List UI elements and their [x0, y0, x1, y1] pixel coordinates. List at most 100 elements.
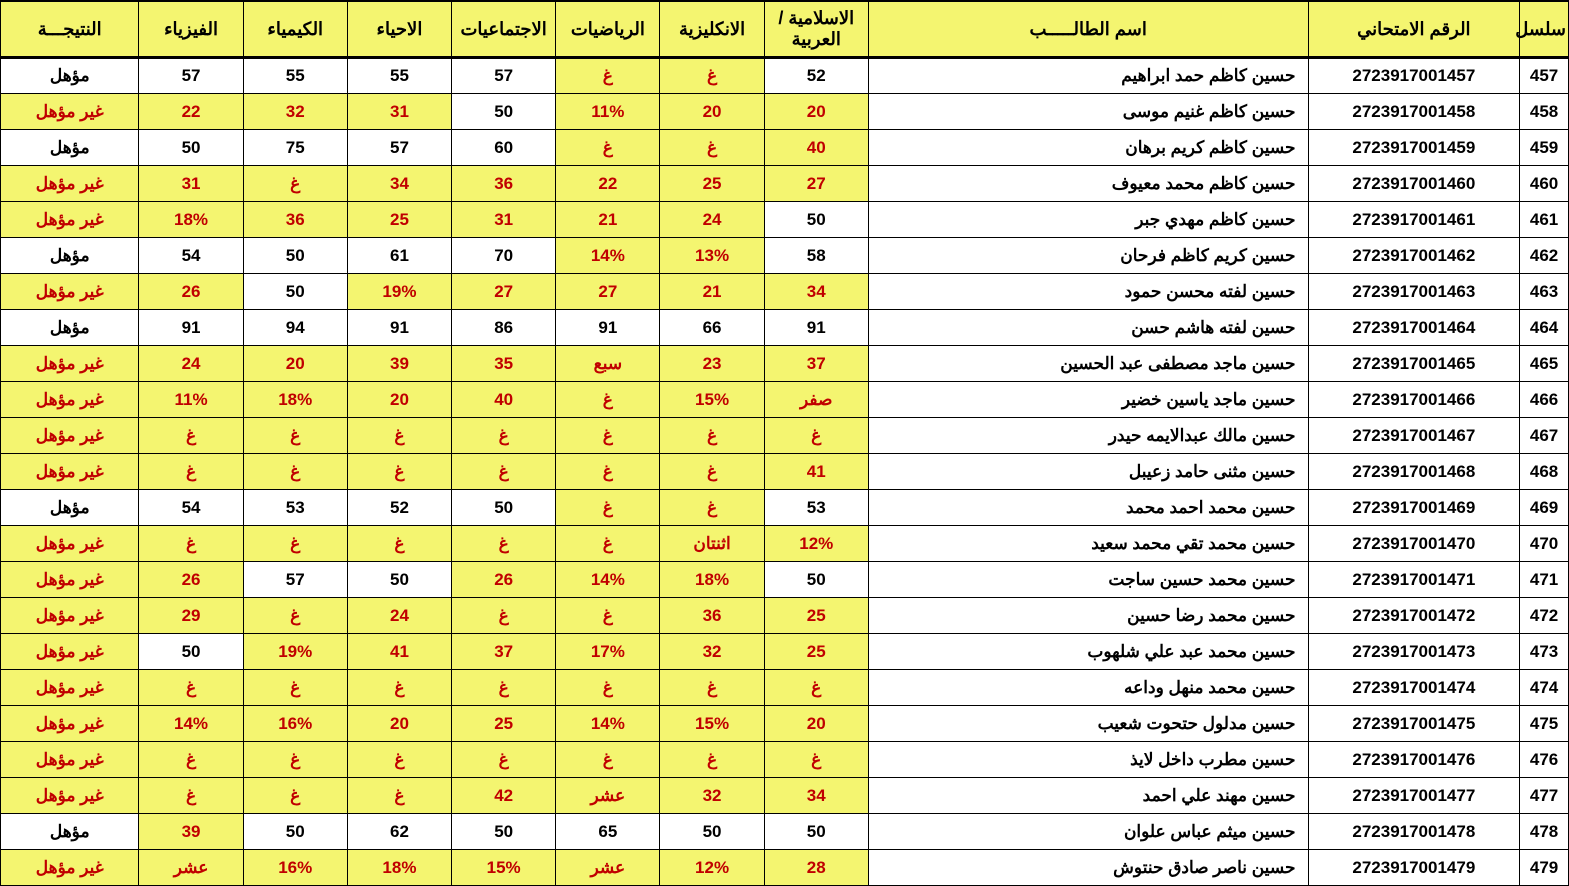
cell-score: 12%	[764, 526, 868, 562]
cell-result: غير مؤهل	[1, 274, 139, 310]
results-body: 4572723917001457حسين كاظم حمد ابراهيم52غ…	[1, 58, 1569, 886]
cell-result: مؤهل	[1, 490, 139, 526]
cell-score: 16%	[243, 706, 347, 742]
cell-score: 24	[660, 202, 764, 238]
cell-result: غير مؤهل	[1, 526, 139, 562]
cell-score: غ	[764, 742, 868, 778]
cell-score: 54	[139, 238, 243, 274]
cell-score: 26	[139, 274, 243, 310]
cell-result: غير مؤهل	[1, 562, 139, 598]
cell-score: 11%	[556, 94, 660, 130]
cell-score: غ	[556, 670, 660, 706]
cell-score: 11%	[139, 382, 243, 418]
cell-seq: 457	[1520, 58, 1569, 94]
cell-result: غير مؤهل	[1, 706, 139, 742]
cell-result: غير مؤهل	[1, 346, 139, 382]
cell-score: 55	[347, 58, 451, 94]
cell-score: 65	[556, 814, 660, 850]
table-row: 4792723917001479حسين ناصر صادق حنتوش2812…	[1, 850, 1569, 886]
cell-seq: 472	[1520, 598, 1569, 634]
cell-score: غ	[347, 454, 451, 490]
cell-score: 21	[556, 202, 660, 238]
cell-seq: 474	[1520, 670, 1569, 706]
cell-exam-no: 2723917001470	[1308, 526, 1520, 562]
cell-score: غ	[139, 742, 243, 778]
cell-exam-no: 2723917001477	[1308, 778, 1520, 814]
cell-score: 34	[764, 274, 868, 310]
cell-score: اثنتان	[660, 526, 764, 562]
results-table: سلسل الرقم الامتحاني اسم الطالـــــب الا…	[0, 0, 1569, 886]
cell-score: غ	[556, 742, 660, 778]
table-row: 4712723917001471حسين محمد حسين ساجت5018%…	[1, 562, 1569, 598]
cell-score: 39	[139, 814, 243, 850]
cell-score: 18%	[139, 202, 243, 238]
cell-seq: 471	[1520, 562, 1569, 598]
cell-student-name: حسين محمد منهل وداعه	[868, 670, 1308, 706]
cell-score: غ	[347, 742, 451, 778]
cell-score: 37	[764, 346, 868, 382]
cell-score: 75	[243, 130, 347, 166]
cell-score: 91	[347, 310, 451, 346]
cell-score: غ	[347, 778, 451, 814]
cell-exam-no: 2723917001459	[1308, 130, 1520, 166]
cell-score: غ	[452, 742, 556, 778]
cell-exam-no: 2723917001476	[1308, 742, 1520, 778]
cell-score: غ	[243, 670, 347, 706]
cell-seq: 463	[1520, 274, 1569, 310]
cell-score: غ	[452, 418, 556, 454]
cell-seq: 465	[1520, 346, 1569, 382]
cell-seq: 477	[1520, 778, 1569, 814]
cell-score: 20	[347, 706, 451, 742]
cell-seq: 476	[1520, 742, 1569, 778]
cell-score: 91	[764, 310, 868, 346]
cell-exam-no: 2723917001464	[1308, 310, 1520, 346]
cell-score: 50	[764, 814, 868, 850]
cell-score: غ	[243, 418, 347, 454]
cell-score: غ	[347, 418, 451, 454]
cell-score: 41	[764, 454, 868, 490]
cell-seq: 464	[1520, 310, 1569, 346]
cell-exam-no: 2723917001461	[1308, 202, 1520, 238]
cell-score: 66	[660, 310, 764, 346]
cell-score: 50	[452, 94, 556, 130]
cell-score: 14%	[556, 562, 660, 598]
cell-student-name: حسين محمد عبد علي شلهوب	[868, 634, 1308, 670]
cell-score: 24	[139, 346, 243, 382]
cell-score: 70	[452, 238, 556, 274]
cell-result: غير مؤهل	[1, 670, 139, 706]
cell-score: 16%	[243, 850, 347, 886]
table-row: 4772723917001477حسين مهند علي احمد3432عش…	[1, 778, 1569, 814]
cell-score: 14%	[139, 706, 243, 742]
table-row: 4732723917001473حسين محمد عبد علي شلهوب2…	[1, 634, 1569, 670]
cell-seq: 475	[1520, 706, 1569, 742]
cell-score: 20	[347, 382, 451, 418]
cell-score: 50	[139, 130, 243, 166]
cell-score: 62	[347, 814, 451, 850]
cell-score: 35	[452, 346, 556, 382]
cell-student-name: حسين مدلول حتحوت شعيب	[868, 706, 1308, 742]
header-english: الانكليزية	[660, 1, 764, 58]
cell-score: 19%	[347, 274, 451, 310]
cell-score: 20	[243, 346, 347, 382]
cell-seq: 460	[1520, 166, 1569, 202]
table-row: 4722723917001472حسين محمد رضا حسين2536غغ…	[1, 598, 1569, 634]
cell-exam-no: 2723917001473	[1308, 634, 1520, 670]
cell-score: 57	[243, 562, 347, 598]
cell-score: 31	[347, 94, 451, 130]
cell-score: 15%	[452, 850, 556, 886]
cell-score: غ	[660, 454, 764, 490]
cell-student-name: حسين كاظم مهدي جبر	[868, 202, 1308, 238]
cell-score: غ	[556, 130, 660, 166]
cell-score: 41	[347, 634, 451, 670]
cell-student-name: حسين كاظم حمد ابراهيم	[868, 58, 1308, 94]
table-row: 4782723917001478حسين ميثم عباس علوان5050…	[1, 814, 1569, 850]
table-row: 4692723917001469حسين محمد احمد محمد53غغ5…	[1, 490, 1569, 526]
cell-score: غ	[243, 598, 347, 634]
cell-score: 25	[764, 634, 868, 670]
cell-score: 36	[660, 598, 764, 634]
cell-score: غ	[660, 130, 764, 166]
cell-score: غ	[556, 526, 660, 562]
cell-score: 52	[764, 58, 868, 94]
cell-result: غير مؤهل	[1, 382, 139, 418]
cell-score: 27	[452, 274, 556, 310]
